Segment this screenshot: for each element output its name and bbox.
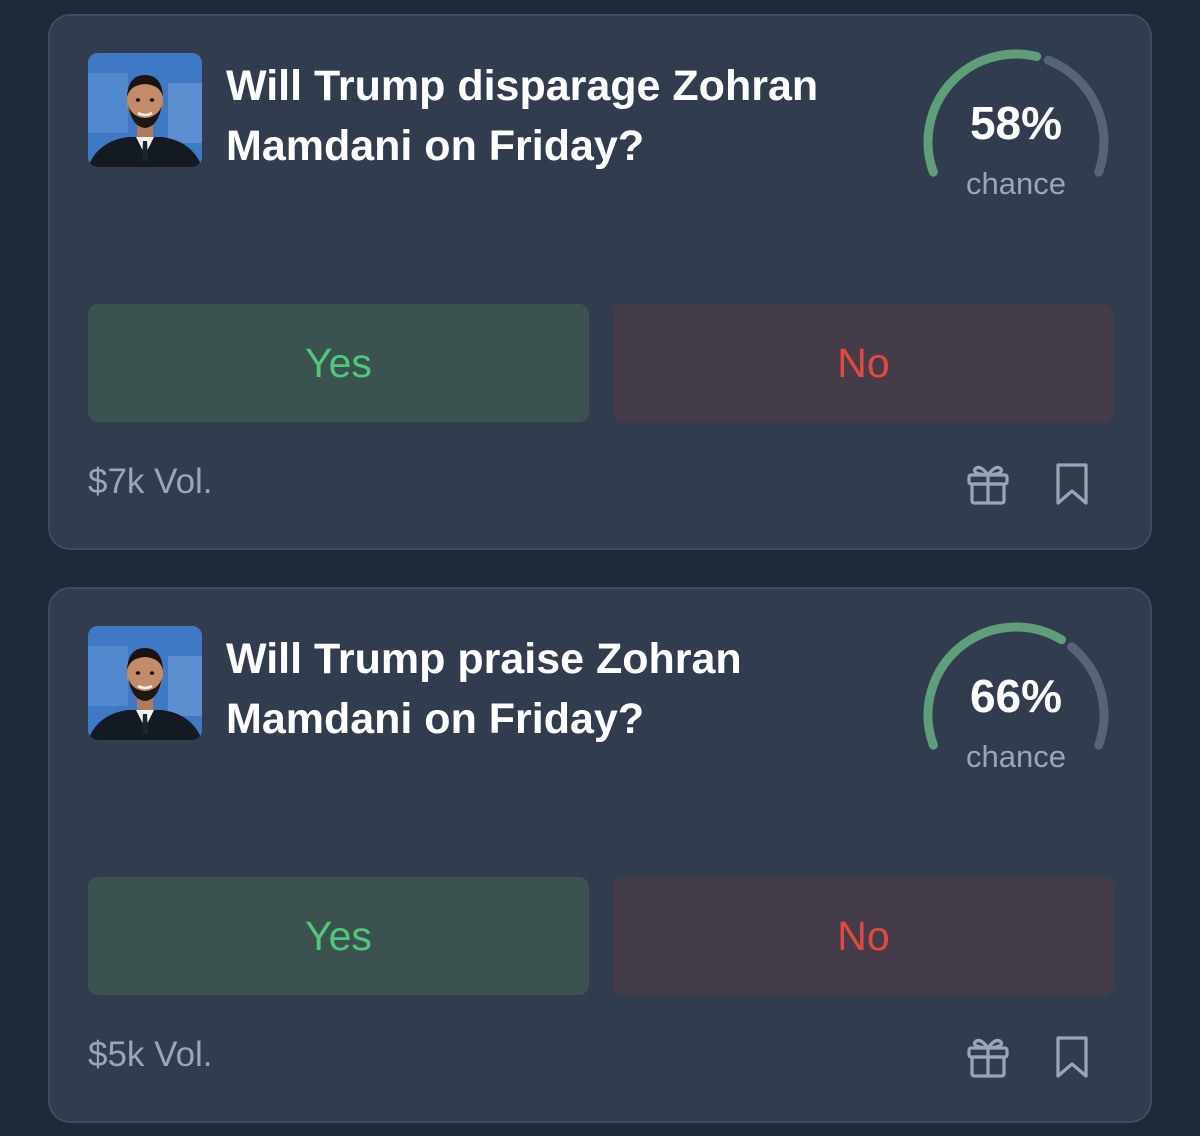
volume-label: $5k Vol.	[88, 1035, 213, 1074]
market-question[interactable]: Will Trump praise Zohran Mamdani on Frid…	[226, 635, 742, 743]
market-avatar	[88, 626, 202, 740]
bookmark-icon[interactable]	[1048, 1033, 1096, 1081]
gauge-track	[1067, 642, 1109, 750]
chance-label: chance	[966, 166, 1066, 201]
gift-icon[interactable]	[964, 1033, 1012, 1081]
bookmark-icon[interactable]	[1048, 460, 1096, 508]
yes-button[interactable]: Yes	[88, 304, 589, 422]
market-question[interactable]: Will Trump disparage Zohran Mamdani on F…	[226, 62, 819, 170]
gauge-fill	[923, 622, 1067, 750]
gift-icon[interactable]	[964, 460, 1012, 508]
chance-percentage: 66%	[969, 670, 1063, 722]
chance-percentage: 58%	[969, 97, 1063, 149]
no-button[interactable]: No	[613, 877, 1114, 995]
chance-gauge: 66% chance	[918, 615, 1114, 795]
chance-gauge: 58% chance	[918, 42, 1114, 222]
market-card[interactable]: Will Trump praise Zohran Mamdani on Frid…	[48, 587, 1152, 1123]
gauge-track	[1043, 55, 1109, 177]
no-button[interactable]: No	[613, 304, 1114, 422]
market-card[interactable]: Will Trump disparage Zohran Mamdani on F…	[48, 14, 1152, 550]
yes-button[interactable]: Yes	[88, 877, 589, 995]
gauge-fill	[923, 49, 1042, 177]
market-avatar	[88, 53, 202, 167]
volume-label: $7k Vol.	[88, 462, 213, 501]
chance-label: chance	[966, 739, 1066, 774]
